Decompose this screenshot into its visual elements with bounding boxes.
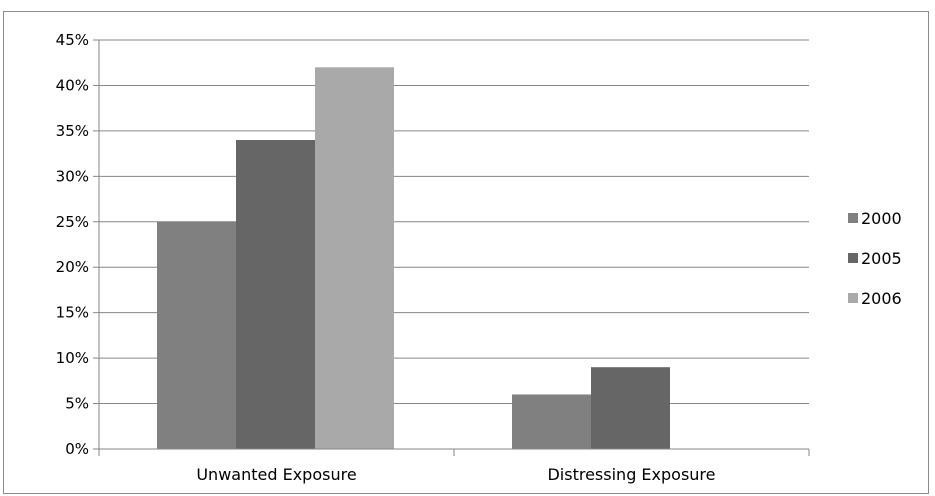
y-tick-label: 45% — [56, 31, 89, 49]
legend-label: 2006 — [861, 289, 902, 308]
y-tick-label: 30% — [56, 167, 89, 185]
y-tick-label: 20% — [56, 258, 89, 276]
bar — [157, 221, 236, 449]
bar — [591, 367, 670, 449]
y-tick-label: 15% — [56, 304, 89, 322]
y-tick-label: 25% — [56, 213, 89, 231]
bar — [315, 67, 394, 450]
legend-swatch — [848, 293, 858, 303]
y-tick-label: 35% — [56, 122, 89, 140]
bars — [157, 67, 670, 450]
bar — [236, 139, 315, 449]
y-tick-label: 40% — [56, 76, 89, 94]
y-tick-label: 5% — [65, 395, 89, 413]
x-tick-label: Distressing Exposure — [547, 465, 715, 484]
x-tick-label: Unwanted Exposure — [196, 465, 356, 484]
legend-swatch — [848, 253, 858, 263]
legend-label: 2005 — [861, 249, 902, 268]
bar — [512, 394, 591, 449]
legend-label: 2000 — [861, 209, 902, 228]
legend-swatch — [848, 213, 858, 223]
y-tick-label: 10% — [56, 349, 89, 367]
y-axis-ticks: 0% 5% 10% 15% 20% 25% 30% 35% 40% 45% — [56, 31, 99, 458]
legend: 2000 2005 2006 — [848, 209, 902, 308]
y-tick-label: 0% — [65, 440, 89, 458]
x-axis-ticks: Unwanted Exposure Distressing Exposure — [98, 449, 810, 484]
